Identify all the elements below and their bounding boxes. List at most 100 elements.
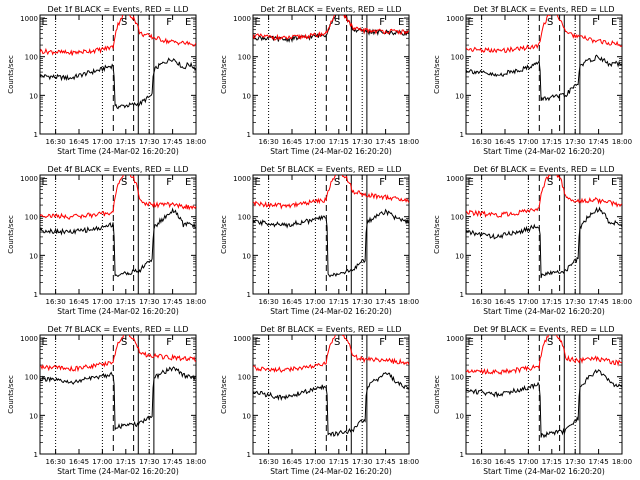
x-tick-label: 17:45: [163, 138, 183, 146]
y-tick-label: 1: [247, 131, 251, 139]
x-tick-label: 16:45: [282, 458, 302, 466]
x-tick-label: 17:00: [92, 138, 112, 146]
event-marker-s: S: [121, 17, 127, 28]
y-tick-label: 100: [451, 374, 464, 382]
x-tick-label: 17:45: [163, 458, 183, 466]
event-marker-e: E: [185, 17, 191, 28]
y-tick-label: 10: [29, 92, 38, 100]
x-axis-label: Start Time (24-Mar-02 16:20:20): [57, 307, 179, 316]
x-tick-label: 18:00: [399, 138, 419, 146]
x-tick-label: 17:45: [376, 138, 396, 146]
events-series-line: [40, 207, 196, 278]
y-tick-label: 10: [455, 92, 464, 100]
x-tick-label: 17:30: [139, 138, 159, 146]
y-tick-label: 1000: [20, 175, 38, 183]
x-tick-label: 18:00: [186, 458, 206, 466]
events-series-line: [40, 57, 196, 110]
plot-frame: [252, 174, 410, 295]
event-marker-s: S: [547, 177, 553, 188]
event-marker-f: F: [592, 337, 598, 348]
x-tick-label: 17:15: [542, 458, 562, 466]
x-tick-label: 17:15: [329, 138, 349, 146]
x-tick-label: 17:45: [376, 458, 396, 466]
y-axis-label: Counts/sec: [220, 55, 228, 94]
panel-title: Det 6f BLACK = Events, RED = LLD: [473, 165, 614, 174]
y-tick-label: 100: [238, 374, 251, 382]
panel-det-6: Det 6f BLACK = Events, RED = LLD 1 10 100 10…: [433, 165, 632, 316]
lld-series-line: [40, 15, 196, 56]
lld-series-line: [253, 15, 409, 41]
x-tick-label: 17:45: [163, 298, 183, 306]
event-marker-f: F: [166, 17, 172, 28]
x-axis-label: Start Time (24-Mar-02 16:20:20): [270, 147, 392, 156]
y-tick-label: 100: [25, 374, 38, 382]
y-axis-label: Counts/sec: [220, 375, 228, 414]
y-tick-label: 1: [34, 291, 38, 299]
x-tick-label: 16:45: [69, 138, 89, 146]
x-tick-label: 16:30: [472, 298, 492, 306]
x-tick-label: 17:30: [352, 138, 372, 146]
x-tick-label: 16:45: [282, 138, 302, 146]
y-tick-label: 1000: [446, 15, 464, 23]
x-tick-label: 16:45: [69, 298, 89, 306]
y-tick-label: 1: [34, 131, 38, 139]
x-axis-label: Start Time (24-Mar-02 16:20:20): [483, 467, 605, 476]
x-tick-label: 17:00: [305, 298, 325, 306]
panel-det-3: Det 3f BLACK = Events, RED = LLD 1 10 100 10…: [433, 5, 632, 156]
x-tick-label: 17:30: [565, 138, 585, 146]
x-tick-label: 16:30: [46, 458, 66, 466]
plot-frame: [39, 14, 197, 135]
panel-title: Det 1f BLACK = Events, RED = LLD: [47, 5, 188, 14]
y-tick-label: 100: [25, 54, 38, 62]
y-tick-label: 100: [238, 54, 251, 62]
panel-title: Det 7f BLACK = Events, RED = LLD: [47, 325, 188, 334]
x-axis-label: Start Time (24-Mar-02 16:20:20): [57, 467, 179, 476]
panel-title: Det 2f BLACK = Events, RED = LLD: [260, 5, 401, 14]
y-tick-label: 100: [238, 214, 251, 222]
x-tick-label: 17:00: [305, 458, 325, 466]
x-tick-label: 17:15: [116, 298, 136, 306]
event-marker-e: E: [398, 177, 404, 188]
event-marker-e: E: [42, 17, 48, 28]
y-tick-label: 10: [242, 92, 251, 100]
event-marker-f: F: [379, 177, 385, 188]
y-axis-label: Counts/sec: [433, 215, 441, 254]
event-marker-e: E: [398, 337, 404, 348]
events-series-line: [253, 372, 409, 437]
y-tick-label: 1000: [20, 335, 38, 343]
x-tick-label: 17:30: [565, 298, 585, 306]
panel-det-7: Det 7f BLACK = Events, RED = LLD 1 10 100 10…: [7, 325, 206, 476]
panel-title: Det 9f BLACK = Events, RED = LLD: [473, 325, 614, 334]
y-tick-label: 1000: [446, 335, 464, 343]
y-tick-label: 1: [460, 291, 464, 299]
event-marker-e: E: [255, 17, 261, 28]
event-marker-e: E: [611, 17, 617, 28]
events-series-line: [253, 208, 409, 278]
x-tick-label: 18:00: [612, 458, 632, 466]
x-tick-label: 16:30: [472, 138, 492, 146]
x-tick-label: 16:30: [46, 298, 66, 306]
event-marker-e: E: [255, 177, 261, 188]
x-tick-label: 17:30: [352, 458, 372, 466]
x-tick-label: 17:15: [329, 458, 349, 466]
event-marker-f: F: [592, 17, 598, 28]
y-axis-label: Counts/sec: [433, 375, 441, 414]
y-axis-label: Counts/sec: [7, 375, 15, 414]
y-tick-label: 1000: [233, 335, 251, 343]
event-marker-s: S: [334, 177, 340, 188]
plot-frame: [39, 174, 197, 295]
event-marker-s: S: [547, 17, 553, 28]
plot-frame: [252, 334, 410, 455]
x-tick-label: 16:30: [259, 458, 279, 466]
events-series-line: [466, 369, 622, 439]
panel-det-4: Det 4f BLACK = Events, RED = LLD 1 10 100 10…: [7, 165, 206, 316]
y-tick-label: 10: [242, 412, 251, 420]
panel-det-8: Det 8f BLACK = Events, RED = LLD 1 10 100 10…: [220, 325, 419, 476]
event-marker-f: F: [166, 177, 172, 188]
x-tick-label: 17:15: [329, 298, 349, 306]
x-tick-label: 17:30: [139, 298, 159, 306]
x-tick-label: 16:45: [282, 298, 302, 306]
y-tick-label: 10: [29, 412, 38, 420]
panel-det-1: Det 1f BLACK = Events, RED = LLD 1 10 100 10…: [7, 5, 206, 156]
lld-series-line: [253, 175, 409, 210]
